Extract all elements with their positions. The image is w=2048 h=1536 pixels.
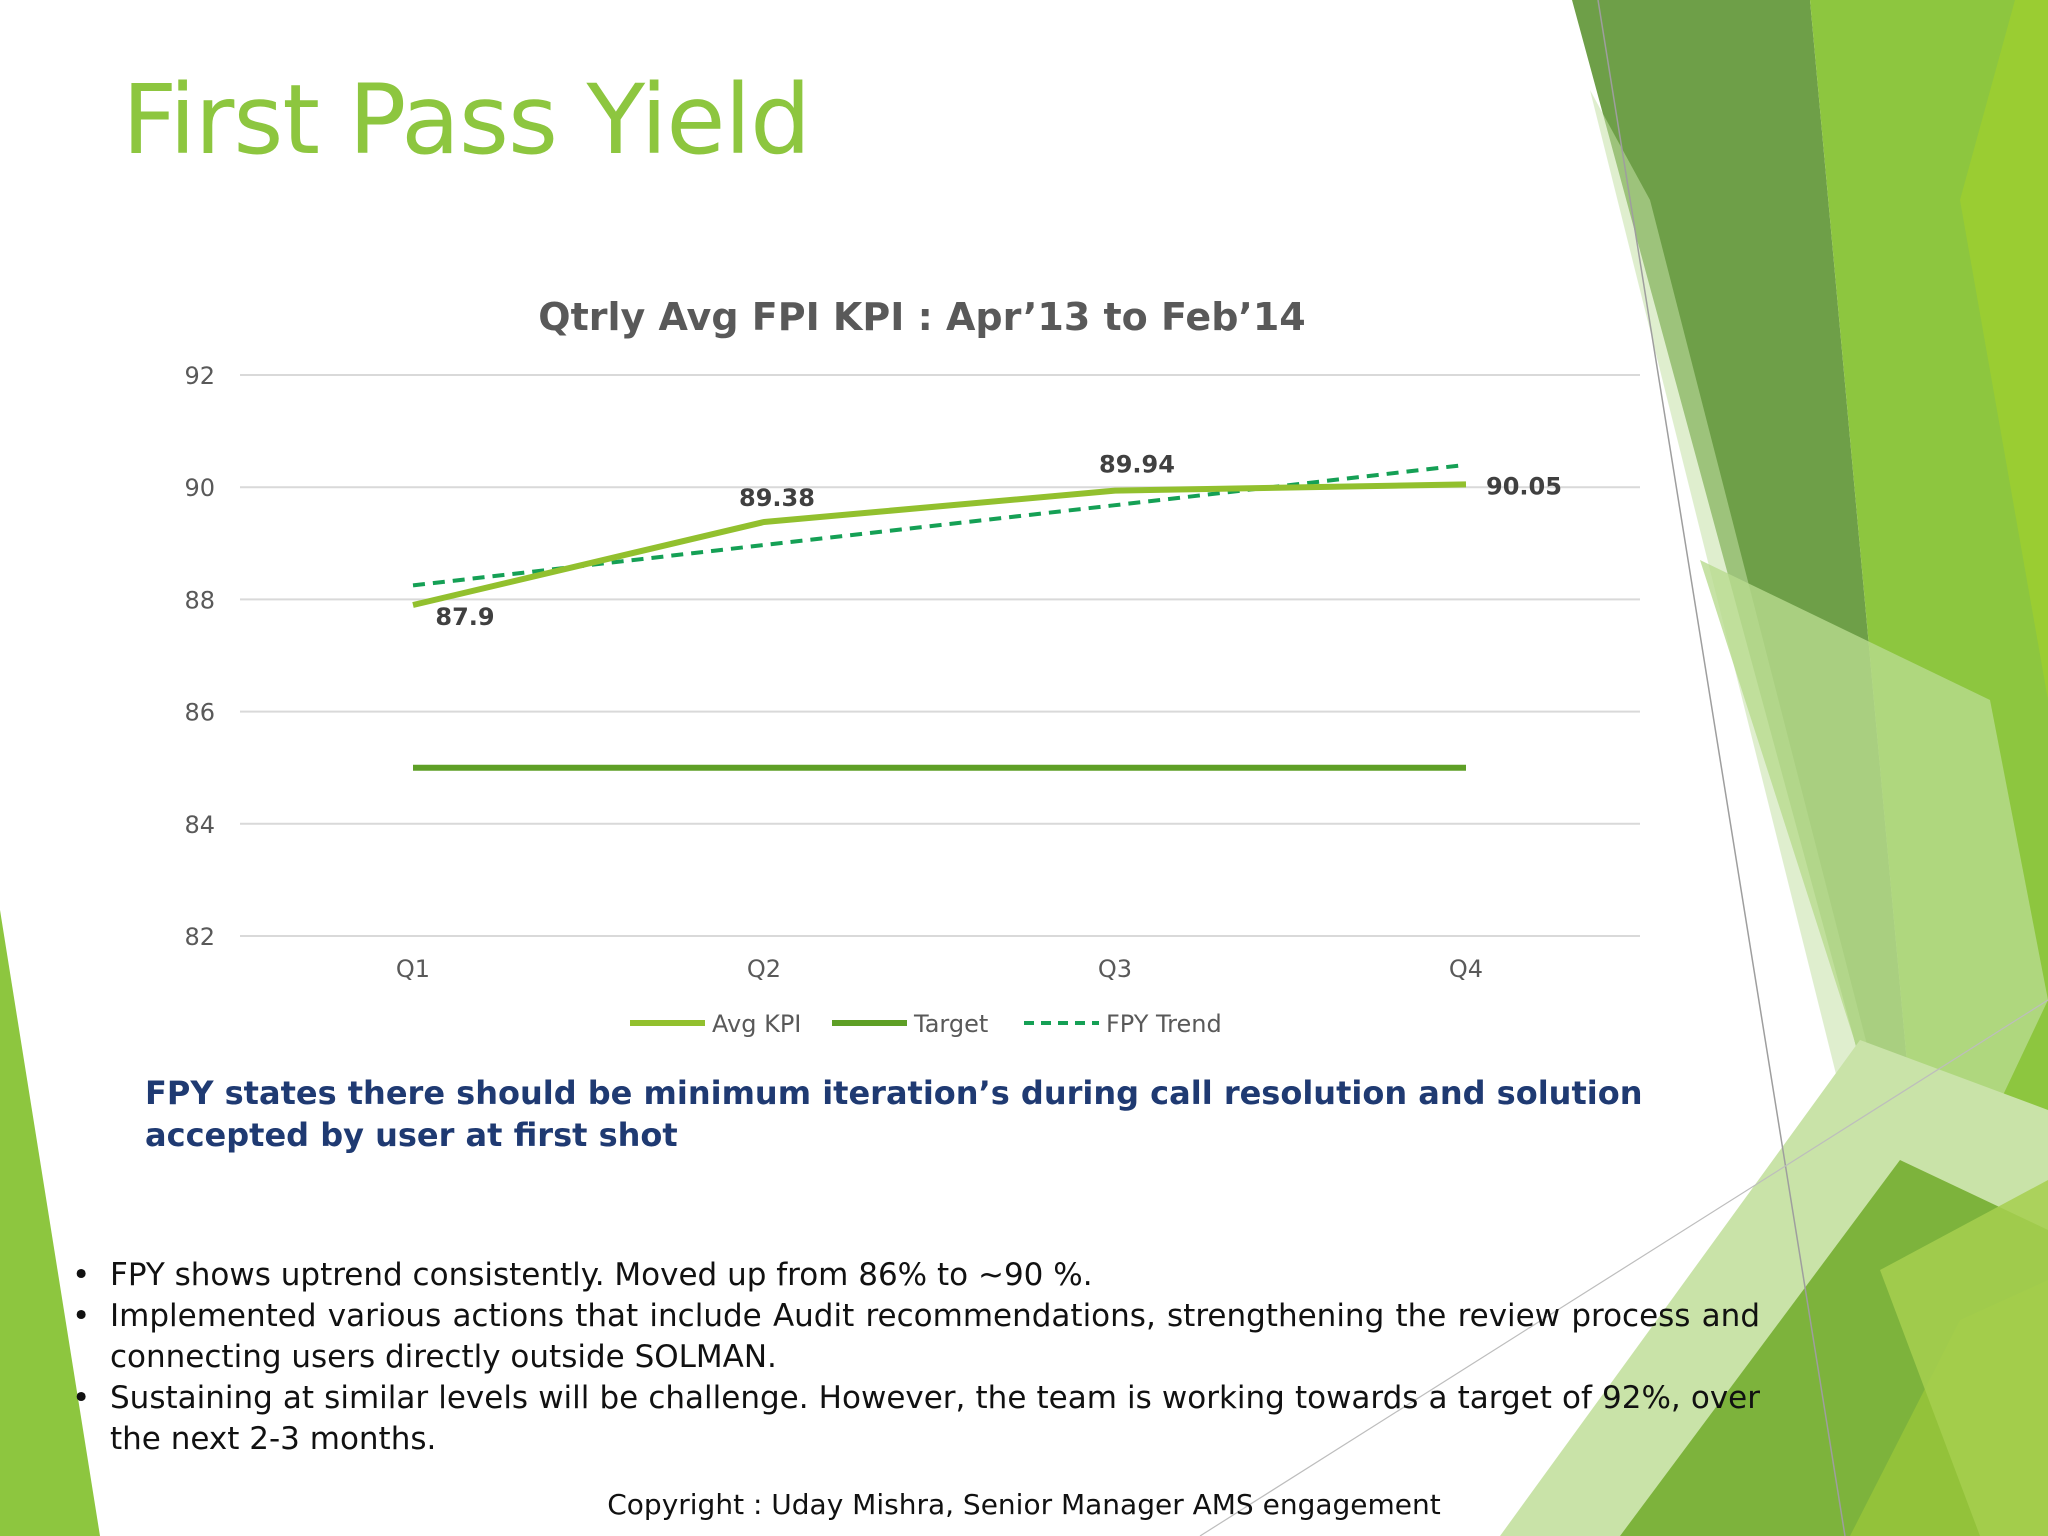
- y-tick-label: 92: [184, 362, 215, 390]
- x-tick-label: Q4: [1449, 955, 1483, 983]
- bullet-icon: •: [72, 1380, 91, 1416]
- y-tick-label: 88: [184, 586, 215, 614]
- y-tick-label: 84: [184, 811, 215, 839]
- data-label: 87.9: [435, 603, 494, 631]
- y-tick-label: 90: [184, 474, 215, 502]
- data-label: 89.94: [1099, 451, 1175, 479]
- legend-label: Target: [913, 1010, 988, 1038]
- y-tick-label: 82: [184, 923, 215, 951]
- right-facet-bright: [1960, 0, 2048, 700]
- series-lines: [412, 462, 1467, 771]
- copyright-footer: Copyright : Uday Mishra, Senior Manager …: [607, 1488, 1441, 1521]
- x-tick-label: Q2: [747, 955, 781, 983]
- bottom-facet-right: [1880, 1180, 2048, 1536]
- bullet-icon: •: [72, 1298, 91, 1334]
- chart-title: Qtrly Avg FPI KPI : Apr’13 to Feb’14: [538, 295, 1305, 339]
- legend-label: FPY Trend: [1106, 1010, 1222, 1038]
- bullet-icon: •: [72, 1257, 91, 1293]
- legend: Avg KPI Target FPY Trend: [630, 1010, 1222, 1038]
- bullet-item: • Sustaining at similar levels will be ch…: [72, 1378, 1760, 1460]
- bullet-text: FPY shows uptrend consistently. Moved up…: [110, 1257, 1093, 1293]
- x-tick-label: Q1: [396, 955, 430, 983]
- x-axis-ticks: Q1 Q2 Q3 Q4: [396, 955, 1483, 983]
- page-title: First Pass Yield: [122, 64, 811, 176]
- x-tick-label: Q3: [1098, 955, 1132, 983]
- fpy-definition: FPY states there should be minimum itera…: [145, 1074, 1643, 1154]
- series-line-avg-kpi: [412, 481, 1467, 608]
- thin-diagonal-line-2: [1199, 999, 2048, 1536]
- bullet-item: • Implemented various actions that includ…: [72, 1296, 1760, 1378]
- gridlines: [240, 374, 1640, 937]
- y-axis-ticks: 92 90 88 86 84 82: [184, 362, 215, 951]
- data-label: 90.05: [1486, 472, 1562, 500]
- bullet-list: • FPY shows uptrend consistently. Moved u…: [72, 1255, 1760, 1460]
- data-label: 89.38: [739, 484, 815, 512]
- thin-diagonal-line-1: [1597, 0, 1846, 1536]
- data-labels: 87.9 89.38 89.94 90.05: [435, 451, 1562, 631]
- y-tick-label: 86: [184, 699, 215, 727]
- bullet-item: • FPY shows uptrend consistently. Moved u…: [72, 1255, 1760, 1296]
- left-green-facet: [0, 910, 100, 1536]
- legend-label: Avg KPI: [712, 1010, 801, 1038]
- bullet-text: Sustaining at similar levels will be cha…: [110, 1380, 1760, 1457]
- bullet-text: Implemented various actions that include…: [110, 1298, 1760, 1375]
